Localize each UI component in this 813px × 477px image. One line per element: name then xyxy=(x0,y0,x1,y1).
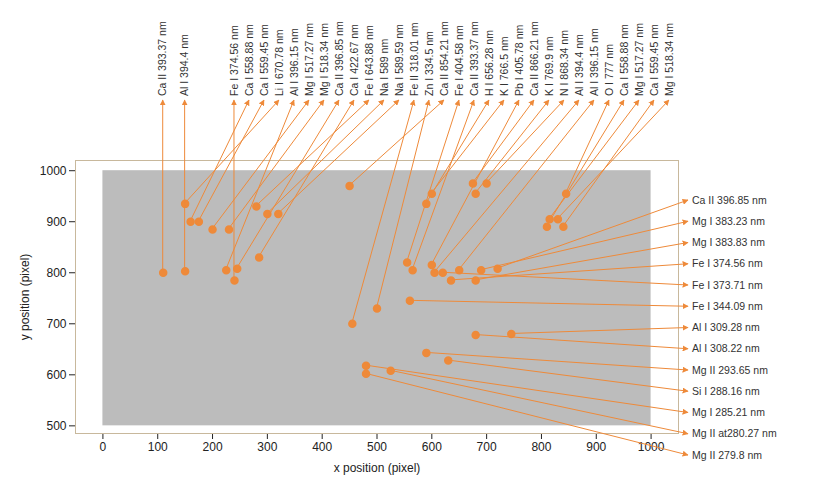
svg-text:Fe I 643.88 nm: Fe I 643.88 nm xyxy=(363,25,375,96)
svg-text:Mg I 517.27 nm: Mg I 517.27 nm xyxy=(303,23,315,96)
svg-text:O I 777 nm: O I 777 nm xyxy=(603,44,615,96)
svg-text:600: 600 xyxy=(46,368,66,382)
svg-text:Ca I 558.88 nm: Ca I 558.88 nm xyxy=(243,24,255,96)
svg-text:Mg I 517.27 nm: Mg I 517.27 nm xyxy=(633,23,645,96)
svg-text:Li I 670.78 nm: Li I 670.78 nm xyxy=(273,29,285,96)
svg-text:Ca II 396.85 nm: Ca II 396.85 nm xyxy=(692,194,767,206)
svg-text:Al I 394.4 nm: Al I 394.4 nm xyxy=(573,34,585,96)
svg-text:Ca II 866.21 nm: Ca II 866.21 nm xyxy=(528,21,540,96)
svg-text:100: 100 xyxy=(148,440,168,454)
svg-text:Zn I 334.5 nm: Zn I 334.5 nm xyxy=(423,31,435,96)
svg-text:y position (pixel): y position (pixel) xyxy=(18,254,32,341)
svg-text:Ca I 422.67 nm: Ca I 422.67 nm xyxy=(348,24,360,96)
svg-text:Mg I 518.34 nm: Mg I 518.34 nm xyxy=(663,23,675,96)
svg-text:Al I 394.4 nm: Al I 394.4 nm xyxy=(178,34,190,96)
svg-text:Mg II 279.8 nm: Mg II 279.8 nm xyxy=(692,449,762,461)
svg-text:Ca I 558.88 nm: Ca I 558.88 nm xyxy=(618,24,630,96)
svg-text:900: 900 xyxy=(586,440,606,454)
svg-text:Fe I 404.58 nm: Fe I 404.58 nm xyxy=(453,25,465,96)
svg-text:1000: 1000 xyxy=(40,164,67,178)
svg-text:x position (pixel): x position (pixel) xyxy=(334,461,421,475)
svg-text:K I 769.9 nm: K I 769.9 nm xyxy=(543,36,555,96)
svg-text:Ca I 559.45 nm: Ca I 559.45 nm xyxy=(258,24,270,96)
svg-text:Al I 308.22 nm: Al I 308.22 nm xyxy=(692,342,760,354)
svg-text:Ca II 854.21 nm: Ca II 854.21 nm xyxy=(438,21,450,96)
svg-text:400: 400 xyxy=(312,440,332,454)
svg-text:Ca II 393.37 nm: Ca II 393.37 nm xyxy=(468,21,480,96)
svg-text:0: 0 xyxy=(100,440,107,454)
svg-text:Fe II 318.01 nm: Fe II 318.01 nm xyxy=(408,22,420,96)
svg-text:Fe I 374.56 nm: Fe I 374.56 nm xyxy=(228,25,240,96)
svg-text:700: 700 xyxy=(477,440,497,454)
svg-text:Mg II at280.27 nm: Mg II at280.27 nm xyxy=(692,427,777,439)
svg-text:Mg II 293.65 nm: Mg II 293.65 nm xyxy=(692,364,768,376)
svg-text:Ca II 396.85 nm: Ca II 396.85 nm xyxy=(333,21,345,96)
svg-text:1000: 1000 xyxy=(638,440,665,454)
svg-text:Na I 589.59 nm: Na I 589.59 nm xyxy=(393,24,405,96)
svg-text:Pb I 405.78 nm: Pb I 405.78 nm xyxy=(513,25,525,96)
svg-text:500: 500 xyxy=(46,419,66,433)
svg-text:200: 200 xyxy=(203,440,223,454)
svg-text:Mg I 383.23 nm: Mg I 383.23 nm xyxy=(692,215,765,227)
svg-text:H I 656.28 nm: H I 656.28 nm xyxy=(483,30,495,96)
svg-text:Fe I 374.56 nm: Fe I 374.56 nm xyxy=(692,257,763,269)
svg-text:N I 868.34 nm: N I 868.34 nm xyxy=(558,30,570,96)
svg-text:K I 766.5 nm: K I 766.5 nm xyxy=(498,36,510,96)
svg-text:Fe I 373.71 nm: Fe I 373.71 nm xyxy=(692,279,763,291)
svg-text:Mg I 383.83 nm: Mg I 383.83 nm xyxy=(692,236,765,248)
svg-text:500: 500 xyxy=(367,440,387,454)
svg-text:Mg I 518.34 nm: Mg I 518.34 nm xyxy=(318,23,330,96)
svg-text:800: 800 xyxy=(531,440,551,454)
svg-text:Na I 589 nm: Na I 589 nm xyxy=(378,39,390,96)
svg-text:300: 300 xyxy=(257,440,277,454)
svg-text:800: 800 xyxy=(46,266,66,280)
svg-text:Al I 396.15 nm: Al I 396.15 nm xyxy=(288,28,300,96)
svg-text:700: 700 xyxy=(46,317,66,331)
svg-text:Mg I 285.21 nm: Mg I 285.21 nm xyxy=(692,406,765,418)
svg-text:Al I 309.28 nm: Al I 309.28 nm xyxy=(692,321,760,333)
svg-text:Al I 396.15 nm: Al I 396.15 nm xyxy=(588,28,600,96)
svg-text:Fe I 344.09 nm: Fe I 344.09 nm xyxy=(692,300,763,312)
svg-text:Ca II 393.37 nm: Ca II 393.37 nm xyxy=(156,21,168,96)
svg-text:900: 900 xyxy=(46,215,66,229)
svg-text:600: 600 xyxy=(422,440,442,454)
svg-text:Si I 288.16 nm: Si I 288.16 nm xyxy=(692,385,760,397)
svg-text:Ca I 559.45 nm: Ca I 559.45 nm xyxy=(648,24,660,96)
